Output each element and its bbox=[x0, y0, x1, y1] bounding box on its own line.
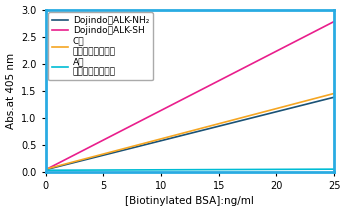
X-axis label: [Biotinylated BSA]:ng/ml: [Biotinylated BSA]:ng/ml bbox=[126, 197, 254, 206]
C社
（過ヨウ素酸法） bbox=[332, 92, 336, 95]
Dojindo：ALK-SH bbox=[215, 80, 219, 83]
A社
（マレイミド法） bbox=[220, 168, 224, 171]
Dojindo：ALK-NH₂ bbox=[215, 126, 219, 128]
Dojindo：ALK-NH₂ bbox=[45, 168, 49, 171]
A社
（マレイミド法） bbox=[287, 168, 291, 171]
Dojindo：ALK-SH bbox=[305, 34, 309, 37]
A社
（マレイミド法） bbox=[44, 169, 48, 172]
A社
（マレイミド法） bbox=[215, 168, 219, 171]
Dojindo：ALK-SH bbox=[215, 81, 219, 83]
A社
（マレイミド法） bbox=[215, 168, 219, 171]
Dojindo：ALK-SH bbox=[44, 168, 48, 171]
Dojindo：ALK-NH₂ bbox=[215, 125, 219, 128]
Line: Dojindo：ALK-SH: Dojindo：ALK-SH bbox=[46, 21, 334, 170]
Dojindo：ALK-SH bbox=[45, 168, 49, 170]
C社
（過ヨウ素酸法） bbox=[287, 104, 291, 107]
Line: A社
（マレイミド法）: A社 （マレイミド法） bbox=[46, 169, 334, 170]
Line: Dojindo：ALK-NH₂: Dojindo：ALK-NH₂ bbox=[46, 97, 334, 170]
Line: C社
（過ヨウ素酸法）: C社 （過ヨウ素酸法） bbox=[46, 93, 334, 169]
C社
（過ヨウ素酸法） bbox=[44, 168, 48, 170]
C社
（過ヨウ素酸法） bbox=[45, 168, 49, 170]
A社
（マレイミド法） bbox=[45, 169, 49, 172]
Dojindo：ALK-NH₂ bbox=[220, 124, 224, 127]
Y-axis label: Abs.at 405 nm: Abs.at 405 nm bbox=[6, 53, 16, 129]
A社
（マレイミド法） bbox=[305, 168, 309, 170]
Dojindo：ALK-NH₂ bbox=[44, 168, 48, 171]
Dojindo：ALK-NH₂ bbox=[332, 96, 336, 98]
C社
（過ヨウ素酸法） bbox=[220, 121, 224, 124]
C社
（過ヨウ素酸法） bbox=[215, 123, 219, 125]
Dojindo：ALK-NH₂ bbox=[287, 107, 291, 110]
C社
（過ヨウ素酸法） bbox=[305, 99, 309, 102]
Dojindo：ALK-SH bbox=[287, 43, 291, 46]
Dojindo：ALK-SH bbox=[220, 78, 224, 80]
Dojindo：ALK-NH₂ bbox=[305, 103, 309, 105]
Dojindo：ALK-SH bbox=[332, 20, 336, 23]
A社
（マレイミド法） bbox=[332, 168, 336, 170]
C社
（過ヨウ素酸法） bbox=[215, 123, 219, 126]
Legend: Dojindo：ALK-NH₂, Dojindo：ALK-SH, C社
（過ヨウ素酸法）, A社
（マレイミド法）: Dojindo：ALK-NH₂, Dojindo：ALK-SH, C社 （過ヨウ… bbox=[48, 12, 153, 80]
